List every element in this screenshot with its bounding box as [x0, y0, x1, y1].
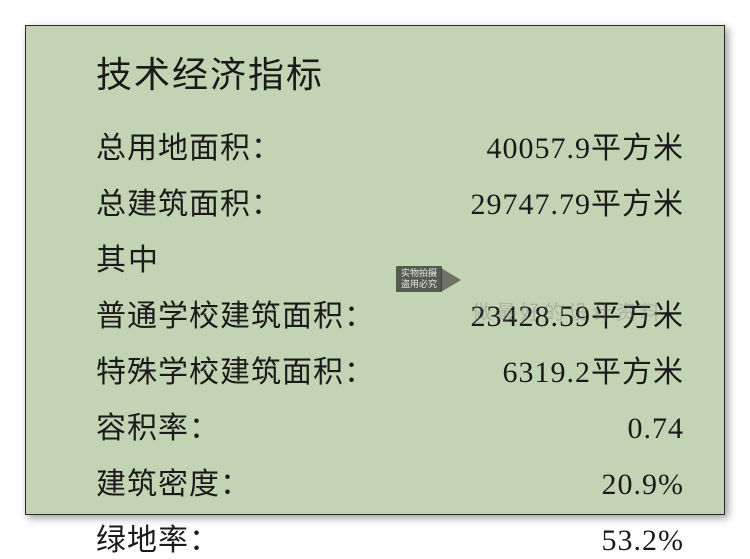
label-normal-school: 普通学校建筑面积：: [96, 291, 375, 335]
label-density: 建筑密度：: [96, 459, 251, 503]
label-land-area: 总用地面积：: [96, 123, 282, 167]
label-green: 绿地率：: [96, 515, 220, 559]
value-building-area: 29747.79平方米: [282, 179, 684, 223]
info-panel: 技术经济指标 总用地面积： 40057.9平方米 总建筑面积： 29747.79…: [25, 25, 725, 515]
label-far: 容积率：: [96, 403, 220, 447]
row-density: 建筑密度： 20.9%: [96, 459, 684, 503]
stamp-line2: 盗用必究: [401, 279, 437, 289]
row-far: 容积率： 0.74: [96, 403, 684, 447]
label-special-school: 特殊学校建筑面积：: [96, 347, 375, 391]
value-far: 0.74: [220, 412, 684, 446]
value-special-school: 6319.2平方米: [375, 347, 684, 391]
row-land-area: 总用地面积： 40057.9平方米: [96, 123, 684, 167]
row-building-area: 总建筑面积： 29747.79平方米: [96, 179, 684, 223]
value-green: 53.2%: [220, 524, 684, 558]
row-normal-school: 普通学校建筑面积： 23428.59平方米: [96, 291, 684, 335]
value-land-area: 40057.9平方米: [282, 123, 684, 167]
label-building-area: 总建筑面积：: [96, 179, 282, 223]
value-density: 20.9%: [251, 468, 684, 502]
value-normal-school: 23428.59平方米: [375, 291, 684, 335]
row-green: 绿地率： 53.2%: [96, 515, 684, 559]
panel-title: 技术经济指标: [96, 46, 684, 98]
subheader-of-which: 其中: [96, 235, 684, 279]
row-special-school: 特殊学校建筑面积： 6319.2平方米: [96, 347, 684, 391]
